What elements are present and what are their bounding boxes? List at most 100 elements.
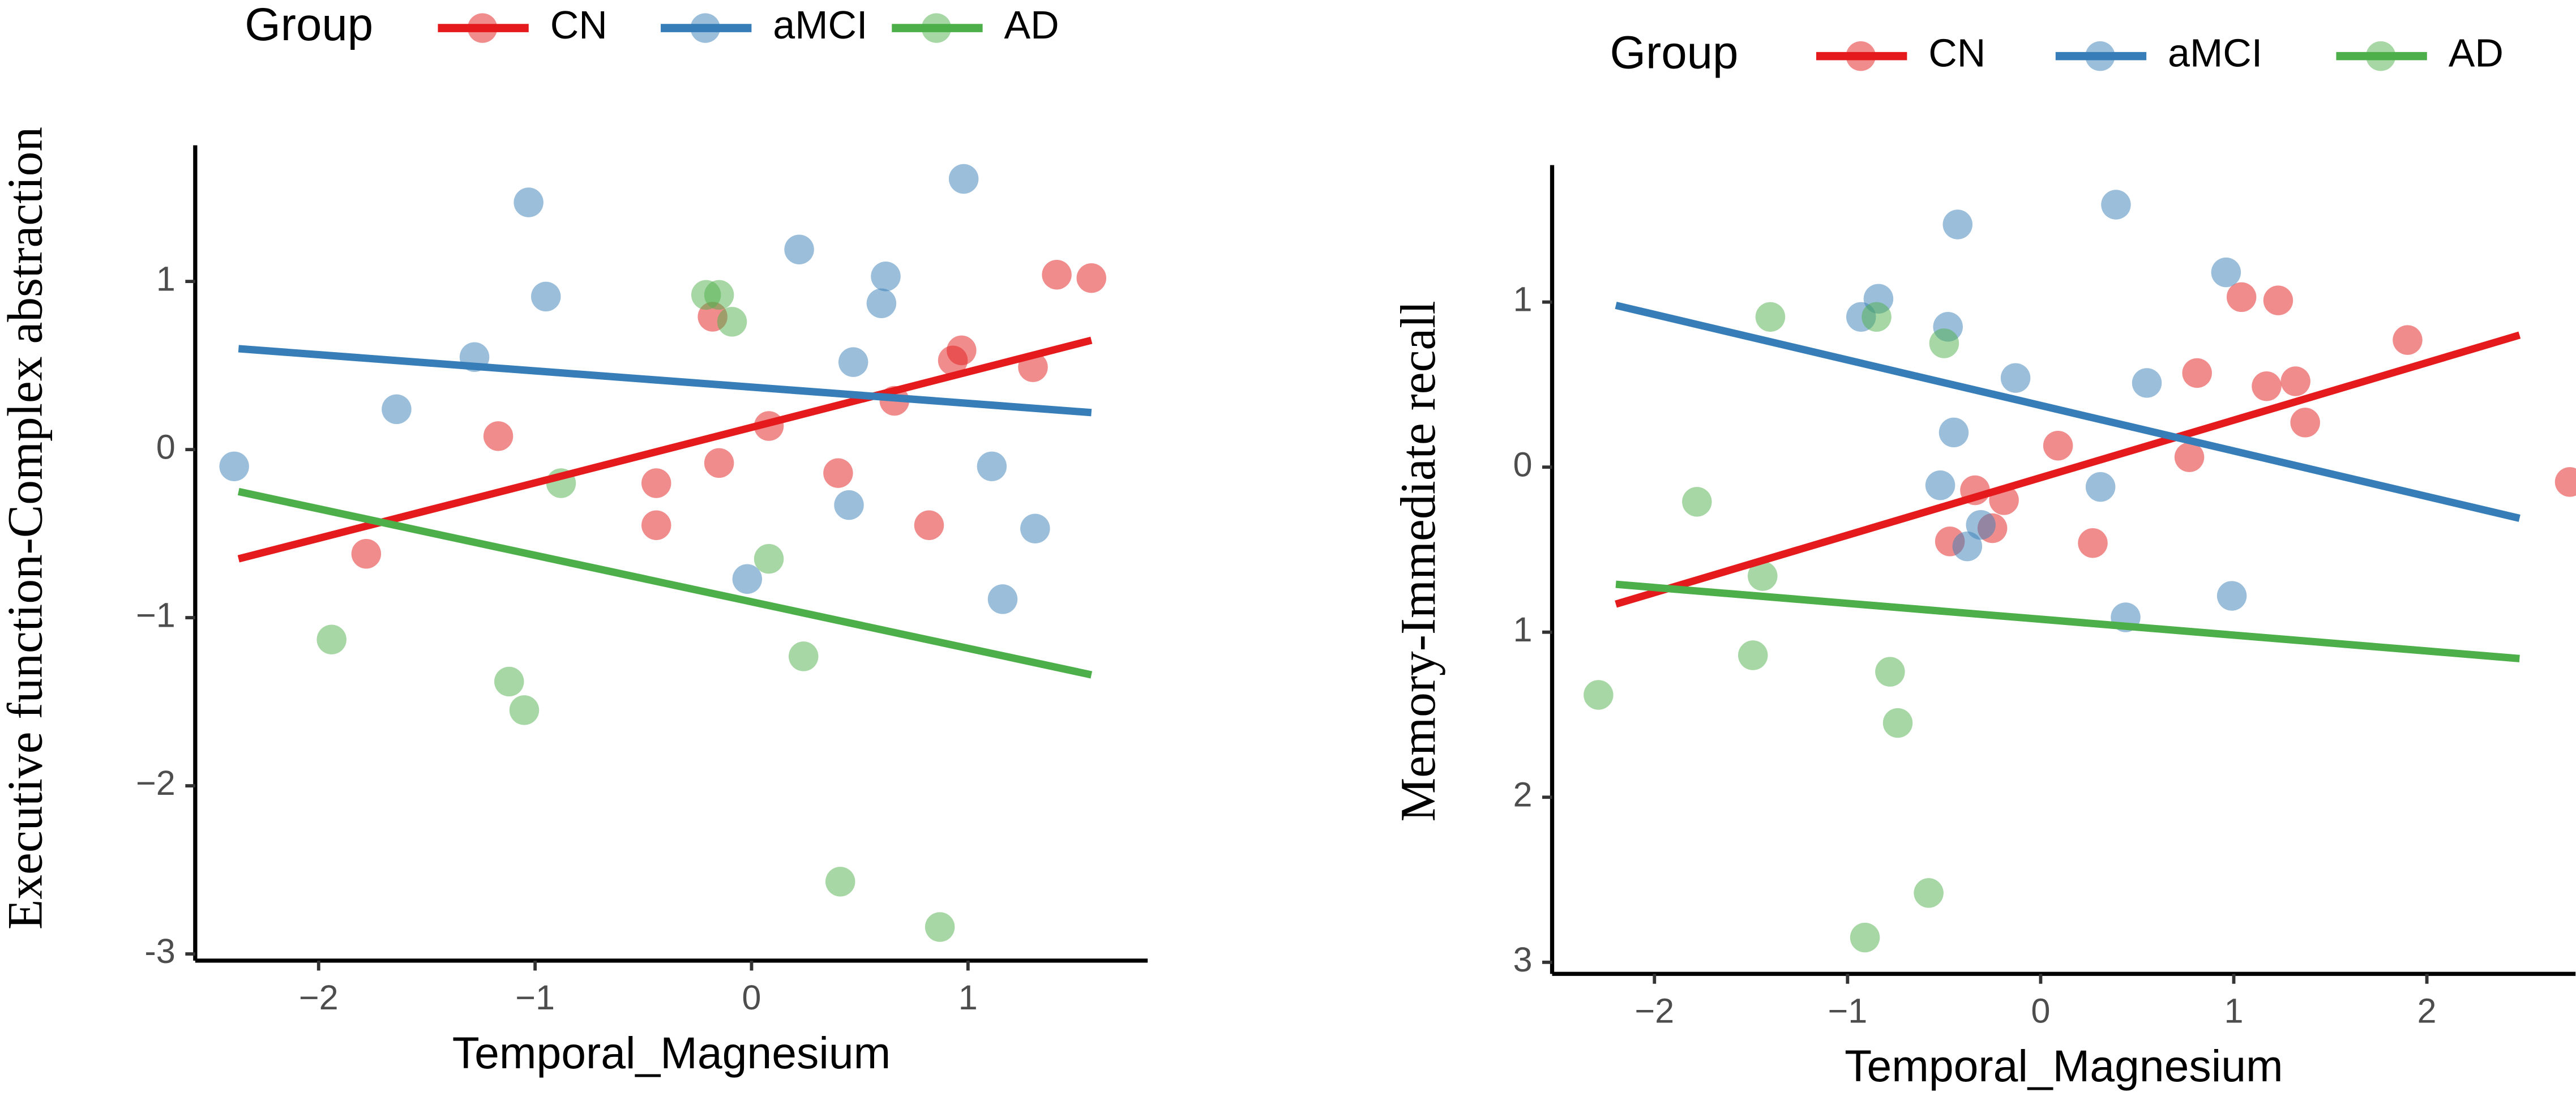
point	[2263, 285, 2293, 315]
point	[2280, 366, 2310, 396]
point	[925, 912, 955, 942]
legend-label: AD	[1004, 3, 1059, 47]
point	[1952, 531, 1983, 562]
point	[2132, 368, 2162, 398]
y-axis-title: Executive function-Complex abstraction	[0, 127, 52, 930]
x-tick-label: 0	[2031, 991, 2050, 1030]
legend-dot	[2365, 41, 2396, 71]
point	[1966, 510, 1996, 540]
point	[316, 624, 346, 654]
point	[1862, 302, 1892, 332]
x-tick-label: −2	[1634, 991, 1674, 1030]
y-tick-label: 1	[1513, 610, 1532, 649]
point	[2211, 257, 2241, 288]
point	[834, 490, 864, 520]
legend-dot	[1846, 41, 1876, 71]
fit-line	[1615, 302, 2521, 522]
legend-label: AD	[2449, 31, 2504, 75]
point	[948, 164, 979, 194]
point	[2393, 325, 2423, 355]
point	[1925, 470, 1955, 500]
point	[483, 421, 514, 451]
point	[1738, 640, 1768, 670]
point	[641, 510, 671, 540]
point	[704, 280, 734, 310]
legend-dot	[2085, 41, 2115, 71]
y-tick-label: 1	[156, 259, 176, 298]
point	[717, 307, 747, 337]
legend-dot	[690, 13, 721, 43]
x-tick-label: 0	[742, 978, 761, 1017]
point	[1682, 487, 1712, 517]
point	[1929, 328, 1959, 358]
legend-label: CN	[550, 3, 607, 47]
fit-line	[1615, 580, 2520, 662]
point	[2226, 282, 2257, 312]
legend-title: Group	[245, 0, 373, 50]
x-tick-label: 1	[958, 978, 978, 1017]
x-tick-label: 1	[2224, 991, 2243, 1030]
x-tick-label: −1	[515, 978, 555, 1017]
legend-title: Group	[1610, 27, 1739, 79]
point	[509, 695, 540, 725]
y-tick-label: 2	[1513, 775, 1532, 814]
fit-line	[238, 345, 1092, 417]
point	[2043, 430, 2073, 461]
point	[1076, 263, 1106, 293]
point	[494, 666, 524, 697]
point	[219, 451, 249, 482]
legend-label: CN	[1928, 31, 1986, 75]
point	[1914, 878, 1944, 908]
point	[1850, 922, 1880, 953]
point	[1748, 561, 1778, 591]
point	[2085, 472, 2116, 502]
point	[2101, 190, 2131, 220]
fit-line	[237, 487, 1093, 679]
point	[2078, 528, 2108, 558]
point	[2216, 581, 2247, 611]
point	[871, 261, 901, 292]
y-tick-label: 0	[156, 427, 176, 466]
legend-label: aMCI	[773, 3, 867, 47]
y-tick-label: 3	[1513, 940, 1532, 979]
point	[947, 335, 977, 366]
point	[732, 564, 763, 594]
point	[788, 641, 819, 671]
point	[1755, 302, 1786, 332]
x-tick-label: −1	[1828, 991, 1867, 1030]
point	[754, 543, 784, 574]
point	[823, 458, 853, 488]
x-tick-label: 2	[2417, 991, 2437, 1030]
point	[1939, 417, 1969, 448]
y-tick-label: −2	[136, 764, 176, 802]
point	[2000, 363, 2031, 393]
point	[2252, 371, 2282, 401]
point	[2290, 408, 2320, 438]
point	[1882, 708, 1913, 738]
x-axis-title: Temporal_Magnesium	[452, 1028, 891, 1078]
point	[704, 448, 734, 478]
legend-label: aMCI	[2168, 31, 2262, 75]
point	[514, 187, 544, 217]
fit-line	[1615, 331, 2521, 608]
point	[825, 867, 855, 897]
point	[1042, 260, 1072, 290]
point	[914, 510, 944, 540]
y-tick-label: −1	[136, 596, 176, 634]
point	[2182, 358, 2212, 388]
point	[1942, 209, 1973, 239]
x-axis-title: Temporal_Magnesium	[1845, 1041, 2283, 1091]
point	[1584, 680, 1614, 710]
point	[382, 394, 412, 425]
point	[351, 538, 382, 569]
point	[641, 468, 671, 498]
y-tick-label: 1	[1513, 280, 1532, 319]
point	[977, 451, 1007, 482]
point	[2174, 442, 2205, 472]
legend-dot	[921, 13, 952, 43]
point	[2554, 467, 2576, 497]
point	[784, 234, 814, 264]
legend-dot	[467, 13, 498, 43]
